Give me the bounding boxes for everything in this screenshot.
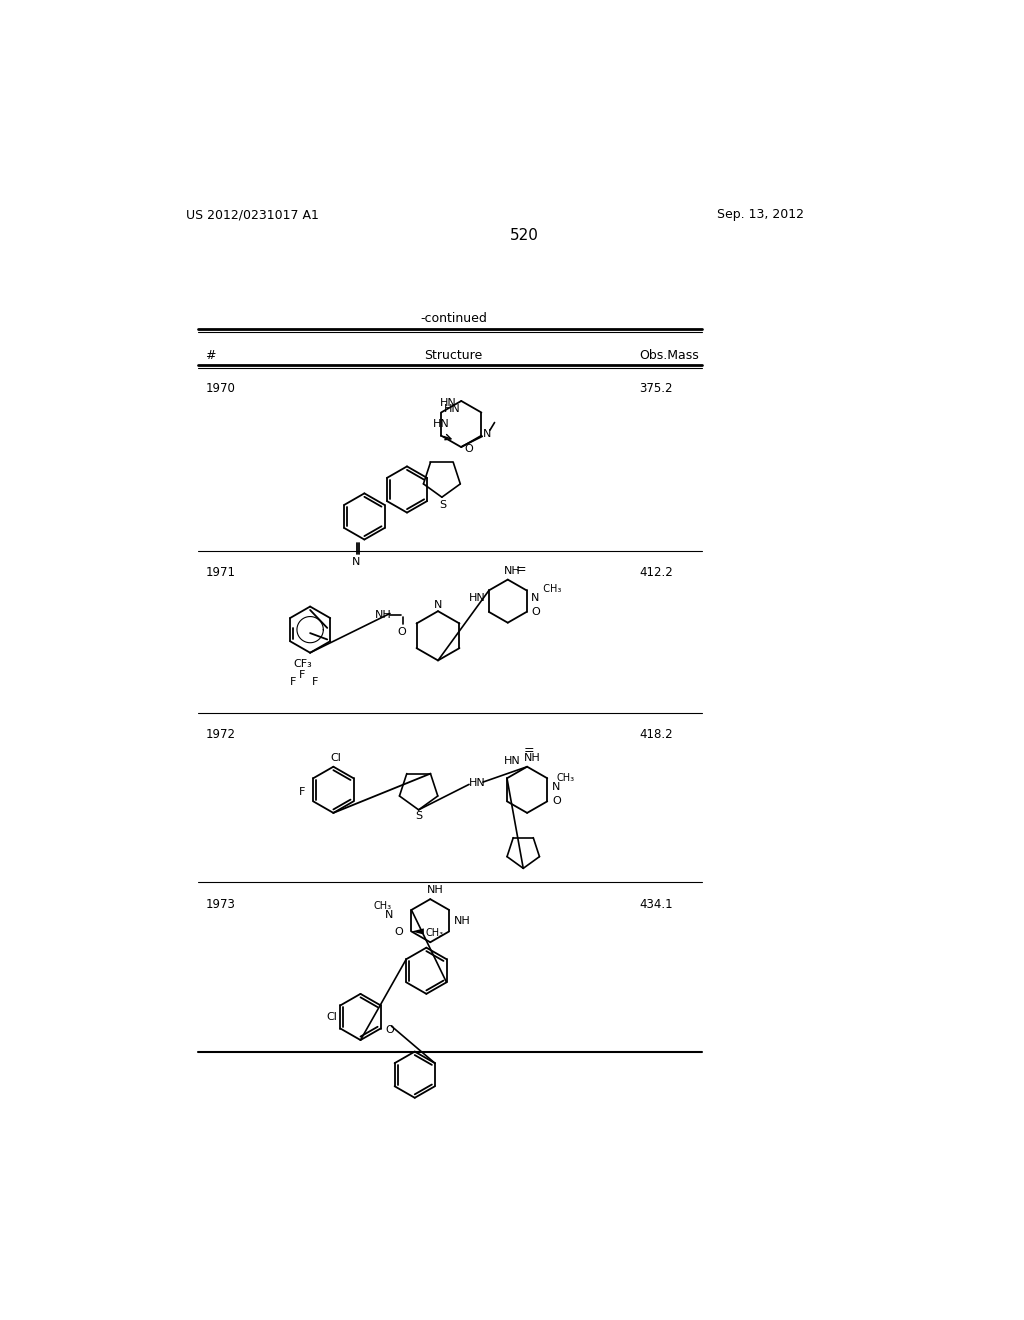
Text: N: N (552, 781, 560, 792)
Text: F: F (299, 669, 305, 680)
Text: 1973: 1973 (206, 898, 236, 911)
Text: N: N (385, 909, 393, 920)
Text: F: F (299, 787, 305, 797)
Text: N: N (434, 601, 442, 610)
Text: CH₃: CH₃ (557, 774, 574, 783)
Text: F: F (311, 677, 318, 688)
Text: US 2012/0231017 A1: US 2012/0231017 A1 (186, 209, 319, 222)
Text: Structure: Structure (424, 350, 482, 363)
Text: -continued: -continued (420, 313, 487, 326)
Text: NH: NH (427, 886, 443, 895)
Text: HN: HN (433, 418, 451, 429)
Text: NH: NH (524, 752, 541, 763)
Text: 1970: 1970 (206, 381, 236, 395)
Text: 434.1: 434.1 (640, 898, 673, 911)
Text: CF₃: CF₃ (293, 659, 312, 669)
Text: F: F (290, 677, 296, 688)
Text: Sep. 13, 2012: Sep. 13, 2012 (717, 209, 804, 222)
Text: CH₃: CH₃ (374, 900, 392, 911)
Text: N: N (483, 429, 492, 438)
Text: HN: HN (443, 404, 460, 413)
Text: O: O (397, 627, 406, 638)
Text: HN: HN (439, 397, 457, 408)
Text: =: = (515, 562, 526, 576)
Text: CH₃: CH₃ (538, 585, 561, 594)
Text: NH: NH (454, 916, 470, 927)
Text: NH: NH (504, 566, 520, 576)
Text: 412.2: 412.2 (640, 566, 673, 579)
Text: HN: HN (504, 756, 520, 766)
Text: O: O (464, 444, 473, 454)
Text: S: S (438, 499, 445, 510)
Text: O: O (394, 927, 403, 937)
Text: Cl: Cl (327, 1012, 337, 1022)
Text: 1971: 1971 (206, 566, 236, 579)
Text: Obs.Mass: Obs.Mass (640, 350, 699, 363)
Text: CH₃: CH₃ (425, 928, 443, 939)
Text: 520: 520 (510, 227, 540, 243)
Text: HN: HN (469, 594, 485, 603)
Text: N: N (531, 594, 540, 603)
Text: #: # (206, 350, 216, 363)
Text: S: S (416, 812, 423, 821)
Text: NH: NH (375, 610, 391, 620)
Text: O: O (385, 1024, 394, 1035)
Text: 418.2: 418.2 (640, 729, 673, 742)
Polygon shape (412, 928, 424, 935)
Text: =: = (524, 743, 535, 756)
Text: 375.2: 375.2 (640, 381, 673, 395)
Text: N: N (352, 557, 360, 568)
Text: O: O (531, 607, 540, 618)
Text: 1972: 1972 (206, 729, 236, 742)
Text: O: O (552, 796, 561, 807)
Text: Cl: Cl (331, 752, 341, 763)
Text: HN: HN (469, 779, 485, 788)
